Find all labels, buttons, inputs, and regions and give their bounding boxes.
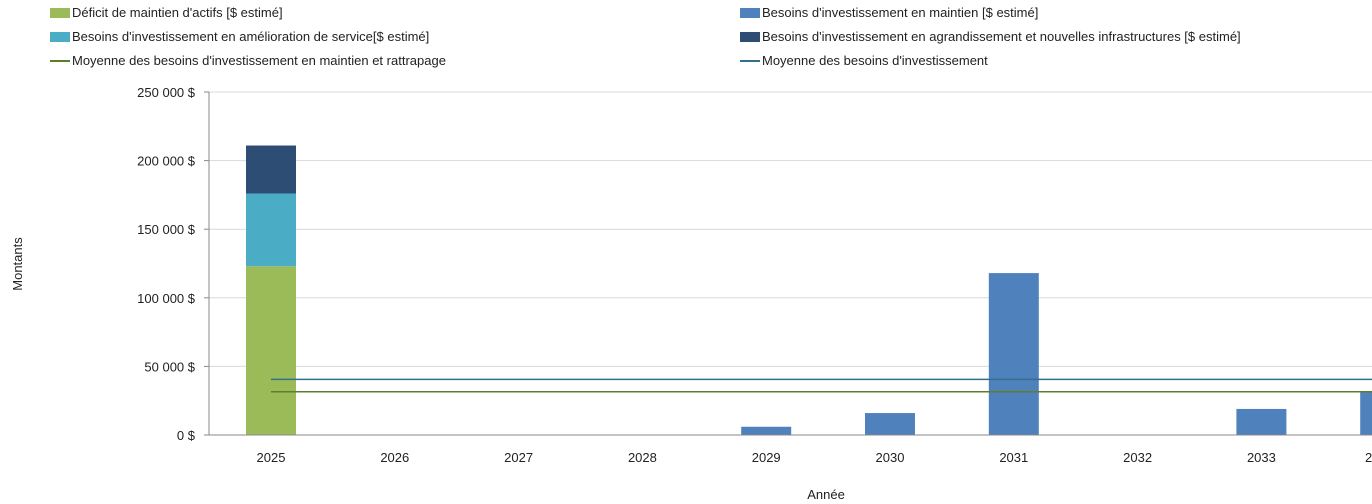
bar-segment: [741, 426, 792, 435]
legend-line-marker: [740, 60, 760, 62]
bar-segment: [1360, 391, 1372, 435]
legend-swatch: [740, 8, 760, 18]
legend-item: Moyenne des besoins d'investissement en …: [50, 53, 446, 69]
x-tick-labels: 2025 2026 2027 2028 2029 2030 2031 2032 2033 2: [257, 450, 1372, 465]
legend-item: Besoins d'investissement en amélioration…: [50, 29, 429, 45]
y-tick-labels: 0 $ 50 000 $ 100 000 $ 150 000 $ 200 000 $ 25…: [137, 85, 196, 443]
x-tick-label: 2027: [504, 450, 533, 465]
legend-swatch: [740, 32, 760, 42]
bar-segment: [988, 273, 1039, 435]
bar-segment: [1236, 408, 1287, 435]
x-tick-label: 2: [1365, 450, 1372, 465]
x-tick-label: 2031: [999, 450, 1028, 465]
legend-swatch: [50, 32, 70, 42]
bar-segment: [246, 193, 296, 267]
y-tick-label: 100 000 $: [137, 291, 196, 306]
gridlines: [204, 91, 1372, 436]
legend-label: Besoins d'investissement en maintien [$ …: [762, 5, 1039, 20]
legend-item: Moyenne des besoins d'investissement: [740, 53, 988, 69]
y-tick-label: 0 $: [177, 428, 196, 443]
y-tick-label: 150 000 $: [137, 222, 196, 237]
legend-label: Déficit de maintien d'actifs [$ estimé]: [72, 5, 283, 20]
bar-segment: [865, 413, 915, 435]
legend-line-marker: [50, 60, 70, 62]
bar-segment: [246, 145, 296, 194]
y-tick-label: 200 000 $: [137, 154, 196, 169]
x-tick-label: 2028: [628, 450, 657, 465]
legend-label: Moyenne des besoins d'investissement: [762, 53, 988, 68]
axes: [208, 92, 1372, 436]
bar-segment: [246, 266, 296, 435]
x-tick-label: 2030: [876, 450, 905, 465]
legend-swatch: [50, 8, 70, 18]
x-tick-label: 2029: [752, 450, 781, 465]
legend-label: Besoins d'investissement en agrandisseme…: [762, 29, 1241, 44]
legend-label: Moyenne des besoins d'investissement en …: [72, 53, 446, 68]
x-tick-label: 2033: [1247, 450, 1276, 465]
y-tick-label: 250 000 $: [137, 85, 196, 100]
legend-item: Besoins d'investissement en agrandisseme…: [740, 29, 1241, 45]
y-axis-title: Montants: [10, 237, 25, 291]
x-tick-label: 2032: [1123, 450, 1152, 465]
x-tick-label: 2025: [257, 450, 286, 465]
legend-item: Besoins d'investissement en maintien [$ …: [740, 5, 1038, 21]
y-tick-label: 50 000 $: [144, 359, 195, 374]
legend-label: Besoins d'investissement en amélioration…: [72, 29, 430, 44]
x-axis-title: Année: [807, 487, 845, 502]
bars: [246, 145, 1372, 435]
legend-item: Déficit de maintien d'actifs [$ estimé]: [50, 5, 283, 21]
average-lines: [271, 378, 1372, 393]
x-tick-label: 2026: [380, 450, 409, 465]
chart-legend: Déficit de maintien d'actifs [$ estimé] B…: [0, 0, 1372, 84]
